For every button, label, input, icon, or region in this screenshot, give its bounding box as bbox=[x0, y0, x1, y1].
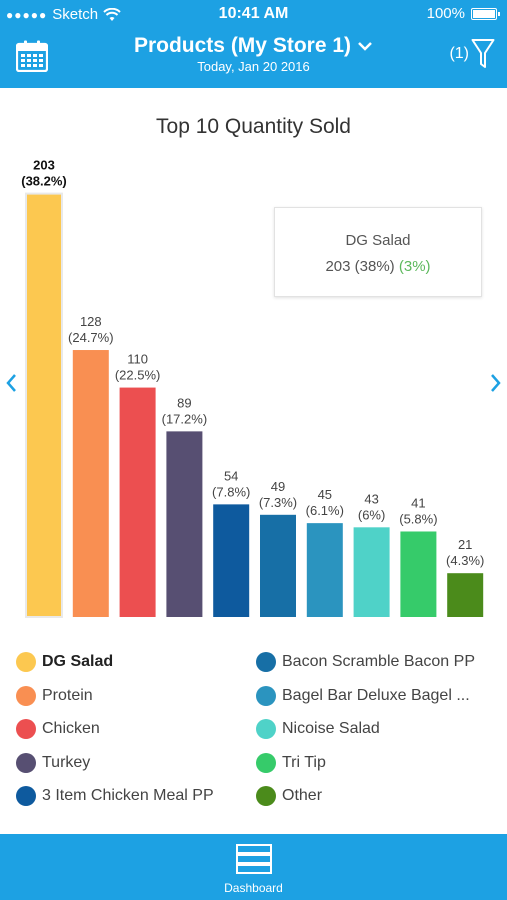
legend-label: Protein bbox=[42, 686, 93, 704]
tooltip-amount: 203 (38%) bbox=[325, 258, 395, 275]
tab-bar: Dashboard bbox=[0, 834, 507, 900]
bar-2[interactable] bbox=[72, 350, 109, 617]
bar-7[interactable] bbox=[306, 523, 343, 617]
legend-label: Bacon Scramble Bacon PP bbox=[282, 653, 475, 670]
wifi-icon bbox=[103, 7, 121, 21]
chevron-left-icon[interactable] bbox=[4, 372, 18, 394]
status-time: 10:41 AM bbox=[218, 5, 289, 22]
carrier: ●●●●● Sketch bbox=[6, 6, 121, 23]
legend-label: Bagel Bar Deluxe Bagel ... bbox=[282, 686, 470, 704]
bar-4[interactable] bbox=[166, 431, 203, 617]
bar-value-label: 21 bbox=[458, 537, 472, 552]
legend-label: Nicoise Salad bbox=[282, 720, 380, 737]
legend-label: Turkey bbox=[42, 753, 91, 771]
dashboard-icon bbox=[235, 844, 272, 874]
filter-count: (1) bbox=[449, 45, 469, 62]
battery-icon bbox=[471, 7, 500, 20]
tab-dashboard[interactable]: Dashboard bbox=[0, 834, 507, 895]
bar-value-label: 45 bbox=[318, 487, 332, 502]
tooltip-name: DG Salad bbox=[345, 232, 411, 249]
filter-button[interactable]: (1) bbox=[449, 38, 495, 70]
bar-percent-label: (24.7%) bbox=[68, 330, 114, 345]
bar-6[interactable] bbox=[260, 514, 296, 617]
chevron-down-icon bbox=[358, 42, 372, 51]
battery: 100% bbox=[426, 5, 500, 22]
date-subtitle: Today, Jan 20 2016 bbox=[197, 59, 310, 74]
bar-percent-label: (4.3%) bbox=[446, 553, 484, 568]
legend-item[interactable]: Other bbox=[256, 786, 322, 806]
legend-item[interactable]: Bagel Bar Deluxe Bagel ... bbox=[256, 685, 470, 706]
bar-percent-label: (7.8%) bbox=[212, 484, 250, 499]
legend-swatch bbox=[16, 652, 36, 672]
legend-swatch bbox=[16, 752, 36, 773]
title-block[interactable]: Products (My Store 1) Today, Jan 20 2016 bbox=[0, 34, 507, 74]
legend-item[interactable]: Turkey bbox=[16, 752, 91, 773]
bar-8[interactable] bbox=[353, 527, 390, 617]
status-bar: ●●●●● Sketch 10:41 AM 100% bbox=[0, 0, 507, 30]
carrier-label: Sketch bbox=[52, 6, 99, 23]
legend-swatch bbox=[256, 719, 276, 739]
app-header: ●●●●● Sketch 10:41 AM 100% Products (My … bbox=[0, 0, 507, 88]
bar-percent-label: (5.8%) bbox=[399, 511, 437, 526]
legend-label: 3 Item Chicken Meal PP bbox=[42, 787, 214, 804]
chart-title: Top 10 Quantity Sold bbox=[156, 115, 351, 138]
legend-item[interactable]: Bacon Scramble Bacon PP bbox=[256, 652, 475, 672]
signal-icon: ●●●●● bbox=[6, 7, 48, 22]
bar-value-label: 89 bbox=[177, 395, 191, 410]
bar-percent-label: (38.2%) bbox=[21, 174, 67, 189]
bar-percent-label: (22.5%) bbox=[115, 368, 161, 383]
bar-value-label: 43 bbox=[364, 491, 378, 506]
legend-label: DG Salad bbox=[42, 653, 114, 670]
chevron-right-icon[interactable] bbox=[489, 372, 503, 394]
bar-value-label: 203 bbox=[33, 160, 55, 173]
legend-item[interactable]: Chicken bbox=[16, 719, 100, 739]
tooltip-change: (3%) bbox=[398, 258, 431, 275]
legend-label: Chicken bbox=[42, 720, 100, 737]
legend-label: Other bbox=[282, 787, 323, 804]
bar-percent-label: (7.3%) bbox=[259, 495, 297, 510]
battery-label: 100% bbox=[426, 5, 465, 22]
legend-item[interactable]: Protein bbox=[16, 685, 93, 706]
bar-percent-label: (17.2%) bbox=[162, 411, 208, 426]
legend-swatch bbox=[256, 752, 276, 773]
legend-label: Tri Tip bbox=[282, 753, 326, 771]
bar-chart: 203(38.2%) 128(24.7%) 110(22.5%) 89(17.2%) 5… bbox=[21, 160, 484, 618]
legend-swatch bbox=[256, 652, 276, 672]
bar-5[interactable] bbox=[213, 504, 250, 617]
bar-9[interactable] bbox=[400, 531, 437, 617]
bar-percent-label: (6.1%) bbox=[306, 503, 344, 518]
bar-value-label: 54 bbox=[224, 468, 238, 483]
legend-swatch bbox=[16, 685, 36, 706]
tooltip-value: 203 (38%) (3%) bbox=[275, 258, 481, 275]
bar-1[interactable] bbox=[25, 192, 63, 618]
page-title: Products (My Store 1) bbox=[133, 34, 352, 57]
bar-value-label: 41 bbox=[411, 495, 425, 510]
bar-percent-label: (6%) bbox=[358, 507, 385, 522]
legend-swatch bbox=[256, 685, 276, 706]
bar-value-label: 110 bbox=[127, 352, 148, 367]
bar-3[interactable] bbox=[119, 387, 156, 617]
legend-item[interactable]: Tri Tip bbox=[256, 752, 326, 773]
legend-swatch bbox=[16, 719, 36, 739]
legend-item[interactable]: DG Salad bbox=[16, 652, 113, 672]
store-selector[interactable]: Products (My Store 1) bbox=[134, 34, 373, 58]
chart-tooltip: DG Salad 203 (38%) (3%) bbox=[274, 207, 482, 297]
bar-value-label: 49 bbox=[271, 479, 285, 494]
calendar-icon[interactable] bbox=[16, 40, 48, 72]
legend-swatch bbox=[256, 786, 276, 806]
bar-value-label: 128 bbox=[80, 314, 102, 329]
legend-item[interactable]: 3 Item Chicken Meal PP bbox=[16, 786, 214, 806]
filter-icon bbox=[471, 39, 495, 68]
bar-10[interactable] bbox=[447, 573, 484, 617]
tab-dashboard-label: Dashboard bbox=[224, 881, 283, 895]
legend-swatch bbox=[16, 786, 36, 806]
legend-item[interactable]: Nicoise Salad bbox=[256, 719, 380, 739]
